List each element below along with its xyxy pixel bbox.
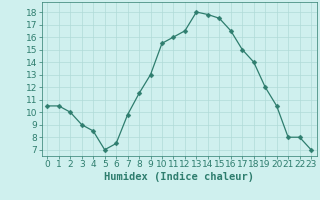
X-axis label: Humidex (Indice chaleur): Humidex (Indice chaleur) [104,172,254,182]
